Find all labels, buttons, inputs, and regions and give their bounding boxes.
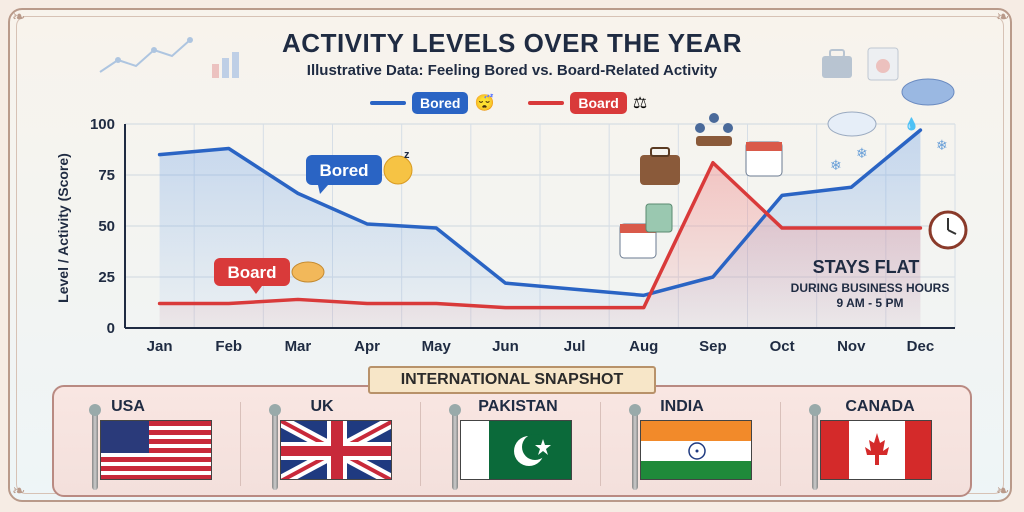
x-tick-label: Dec bbox=[907, 338, 935, 355]
y-axis-label: Level / Activity (Score) bbox=[55, 153, 71, 303]
series-line-board bbox=[157, 161, 923, 310]
country-name: USA bbox=[111, 398, 145, 415]
meeting-icon bbox=[695, 113, 733, 146]
x-tick-label: Feb bbox=[215, 338, 242, 355]
corner-ornament-icon: ❧ bbox=[996, 483, 1010, 500]
pole-knob bbox=[89, 404, 101, 416]
stays-flat-line2: 9 AM - 5 PM bbox=[837, 296, 904, 310]
pole-knob bbox=[629, 404, 641, 416]
divider bbox=[240, 402, 241, 486]
usa-flag-icon bbox=[100, 420, 212, 480]
briefcase-icon bbox=[640, 147, 680, 185]
pole-knob bbox=[809, 404, 821, 416]
country-name: UK bbox=[310, 398, 334, 415]
bored-callout: Bored z bbox=[306, 149, 413, 194]
stays-flat-title: STAYS FLAT bbox=[813, 257, 920, 277]
board-callout-label: Board bbox=[227, 263, 276, 282]
pakistan-flag-icon bbox=[460, 420, 572, 480]
svg-text:❄: ❄ bbox=[830, 157, 842, 173]
x-tick-label: Oct bbox=[770, 338, 795, 355]
chart-subtitle: Illustrative Data: Feeling Bored vs. Boa… bbox=[306, 62, 718, 79]
series-line-bored bbox=[157, 128, 923, 298]
series-lines bbox=[157, 128, 923, 310]
x-tick-label: Jun bbox=[492, 338, 519, 355]
x-tick-label: Mar bbox=[285, 338, 312, 355]
pole-knob bbox=[449, 404, 461, 416]
stays-flat-line1: DURING BUSINESS HOURS bbox=[791, 281, 950, 295]
legend-label-board: Board bbox=[570, 92, 627, 114]
x-tick-label: May bbox=[422, 338, 452, 355]
flag-pole bbox=[632, 408, 638, 490]
snapshot-title: INTERNATIONAL SNAPSHOT bbox=[368, 366, 656, 394]
country-name: INDIA bbox=[660, 398, 704, 415]
svg-text:❄: ❄ bbox=[936, 137, 948, 153]
chart-title: ACTIVITY LEVELS OVER THE YEAR bbox=[282, 28, 742, 58]
country-uk: UK bbox=[238, 398, 418, 494]
x-tick-label: Sep bbox=[699, 338, 727, 355]
x-tick-label: Jul bbox=[564, 338, 586, 355]
handshake-icon bbox=[291, 261, 325, 283]
briefcase-icon bbox=[822, 49, 852, 78]
divider bbox=[420, 402, 421, 486]
x-tick-label: Jan bbox=[147, 338, 173, 355]
canada-flag-icon bbox=[820, 420, 932, 480]
svg-text:❄: ❄ bbox=[856, 145, 868, 161]
flag-pole bbox=[272, 408, 278, 490]
divider bbox=[780, 402, 781, 486]
pole-knob bbox=[269, 404, 281, 416]
country-india: INDIA bbox=[598, 398, 778, 494]
country-name: PAKISTAN bbox=[478, 398, 558, 415]
calendar-icon bbox=[619, 223, 657, 259]
axes bbox=[124, 124, 955, 329]
checklist-icon bbox=[645, 203, 673, 233]
rain-cloud-icon: 💧❄ bbox=[901, 78, 955, 153]
x-tick-label: Apr bbox=[354, 338, 380, 355]
series-area-board bbox=[159, 162, 921, 328]
country-pakistan: PAKISTAN bbox=[418, 398, 598, 494]
legend-label-bored: Bored bbox=[412, 92, 469, 114]
tick-labels: 0 25 50 75 100 Jan Feb Mar Apr May Jun Jul Aug Sep Oct… bbox=[90, 116, 934, 355]
cloud-icon: ❄❄ bbox=[827, 111, 877, 173]
legend: Bored 😴 Board ⚖ bbox=[370, 92, 647, 114]
flag-pole bbox=[812, 408, 818, 490]
svg-text:z: z bbox=[404, 149, 410, 161]
corner-ornament-icon: ❧ bbox=[12, 9, 26, 26]
divider bbox=[600, 402, 601, 486]
country-canada: CANADA bbox=[778, 398, 958, 494]
corner-ornament-icon: ❧ bbox=[996, 9, 1010, 26]
y-tick-label: 75 bbox=[98, 167, 115, 184]
india-flag-icon bbox=[640, 420, 752, 480]
legend-swatch-bored bbox=[370, 101, 406, 105]
gavel-icon: ⚖ bbox=[632, 95, 648, 112]
clock-icon bbox=[928, 210, 968, 250]
bored-callout-label: Bored bbox=[319, 161, 368, 180]
calendar-icon bbox=[745, 141, 783, 177]
legend-item-bored: Bored 😴 bbox=[370, 92, 494, 114]
flag-pole bbox=[92, 408, 98, 490]
sleepy-face-icon: 😴 bbox=[474, 95, 495, 112]
report-icon bbox=[867, 47, 899, 81]
series-areas bbox=[159, 130, 921, 328]
svg-text:💧: 💧 bbox=[904, 117, 919, 131]
board-callout: Board bbox=[214, 258, 325, 294]
flag-pole bbox=[452, 408, 458, 490]
x-tick-label: Aug bbox=[629, 338, 658, 355]
mini-chart-icon bbox=[99, 37, 239, 78]
legend-swatch-board bbox=[528, 101, 565, 105]
corner-ornament-icon: ❧ bbox=[12, 483, 26, 500]
y-tick-label: 100 bbox=[90, 116, 115, 133]
y-tick-label: 50 bbox=[98, 218, 115, 235]
y-tick-label: 0 bbox=[107, 320, 115, 337]
country-usa: USA bbox=[58, 398, 238, 494]
sleepy-face-icon bbox=[383, 155, 413, 185]
uk-flag-icon bbox=[280, 420, 392, 480]
y-tick-label: 25 bbox=[98, 269, 115, 286]
legend-item-board: Board ⚖ bbox=[528, 92, 647, 114]
country-name: CANADA bbox=[845, 398, 915, 415]
x-tick-label: Nov bbox=[837, 338, 866, 355]
